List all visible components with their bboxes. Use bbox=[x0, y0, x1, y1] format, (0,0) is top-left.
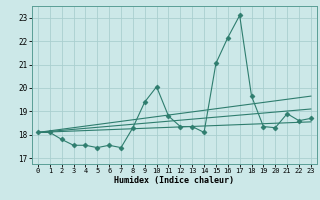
X-axis label: Humidex (Indice chaleur): Humidex (Indice chaleur) bbox=[115, 176, 234, 185]
